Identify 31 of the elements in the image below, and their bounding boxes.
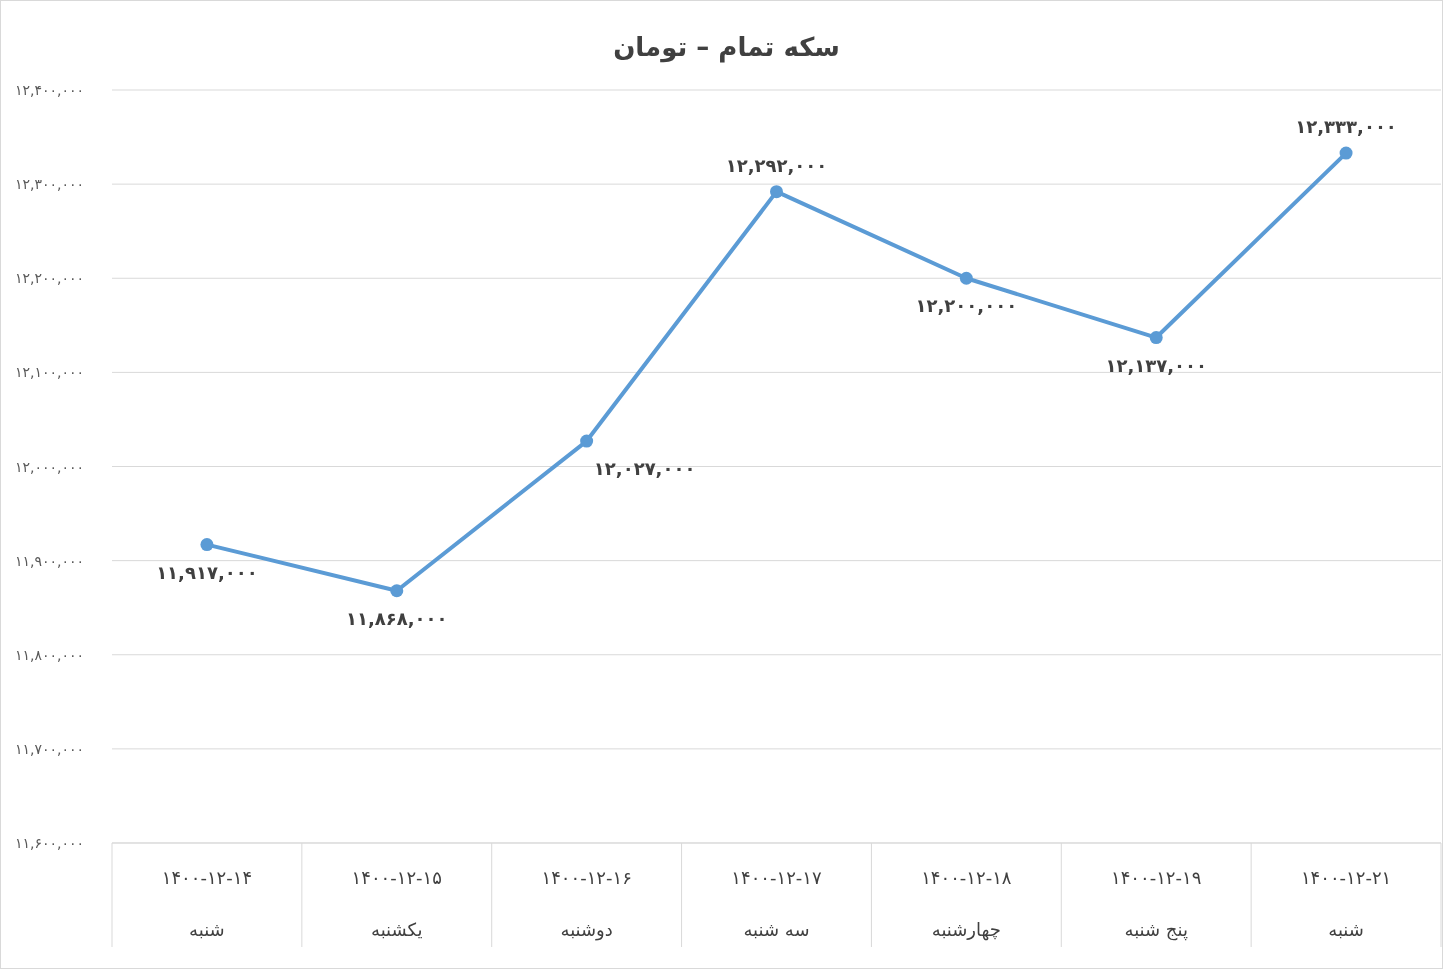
y-tick-label: ۱۲,۳۰۰,۰۰۰ <box>14 176 84 193</box>
data-label: ۱۱,۸۶۸,۰۰۰ <box>346 607 448 629</box>
point <box>200 538 214 552</box>
y-tick-label: ۱۱,۹۰۰,۰۰۰ <box>14 552 84 569</box>
data-label: ۱۲,۱۳۷,۰۰۰ <box>1105 354 1207 376</box>
category-label: ۱۴۰۰-۱۲-۱۹ پنج شنبه <box>1111 867 1202 940</box>
y-tick-label: ۱۱,۷۰۰,۰۰۰ <box>14 740 84 757</box>
y-tick-label: ۱۱,۶۰۰,۰۰۰ <box>14 835 84 851</box>
data-label: ۱۲,۲۹۲,۰۰۰ <box>725 154 828 176</box>
data-label: ۱۲,۰۲۷,۰۰۰ <box>593 458 696 480</box>
category-label: ۱۴۰۰-۱۲-۱۸ چهارشنبه <box>921 867 1012 940</box>
y-tick-label: ۱۲,۲۰۰,۰۰۰ <box>14 270 84 287</box>
category-label: ۱۴۰۰-۱۲-۱۴ شنبه <box>161 867 253 940</box>
point <box>770 185 783 199</box>
y-tick-label: ۱۱,۸۰۰,۰۰۰ <box>14 646 84 663</box>
category-label: ۱۴۰۰-۱۲-۱۶ دوشنبه <box>541 867 632 940</box>
point <box>1339 146 1353 160</box>
data-label: ۱۲,۳۳۳,۰۰۰ <box>1295 116 1397 138</box>
category-label: ۱۴۰۰-۱۲-۲۱ شنبه <box>1300 867 1392 940</box>
chart-title: سکه تمام – تومان <box>613 32 840 63</box>
point <box>390 584 404 598</box>
data-label: ۱۲,۲۰۰,۰۰۰ <box>915 295 1018 317</box>
data-label: ۱۱,۹۱۷,۰۰۰ <box>156 561 258 583</box>
y-tick-label: ۱۲,۱۰۰,۰۰۰ <box>14 364 84 381</box>
y-tick-label: ۱۲,۰۰۰,۰۰۰ <box>14 458 84 475</box>
category-label: ۱۴۰۰-۱۲-۱۵ یکشنبه <box>351 867 442 940</box>
point <box>959 271 973 285</box>
y-tick-label: ۱۲,۴۰۰,۰۰۰ <box>14 82 84 98</box>
point <box>580 434 594 448</box>
category-label: ۱۴۰۰-۱۲-۱۷ سه شنبه <box>731 867 822 940</box>
point <box>1149 331 1163 345</box>
